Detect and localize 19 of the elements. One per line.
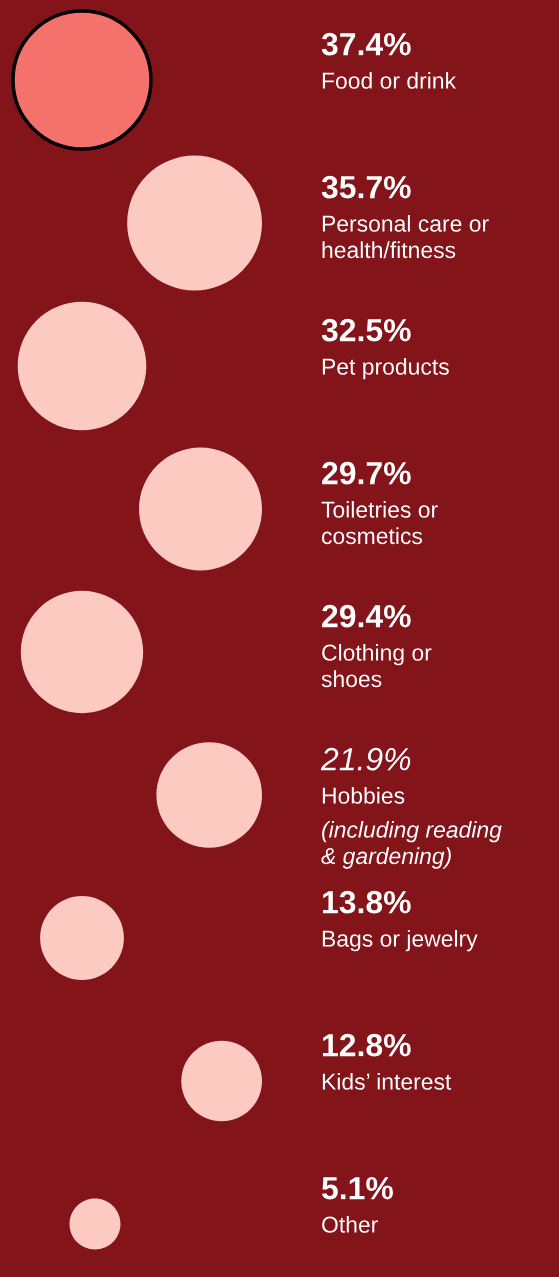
category-label: Hobbies: [322, 787, 405, 804]
data-label: 35.7%: [321, 175, 411, 199]
data-label: 12.8%: [323, 1033, 411, 1057]
data-label: 37.4%: [321, 32, 411, 56]
category-label: Pet products: [322, 358, 449, 380]
category-label: Bags or jewelry: [322, 930, 478, 952]
data-label: 21.9%: [320, 747, 411, 771]
text: (including reading & gardening): [321, 821, 502, 869]
category-label: Personal care or health/fitness: [322, 215, 489, 259]
category-label: Clothing or shoes: [321, 644, 432, 688]
category-label: Other: [322, 1216, 378, 1233]
data-label: 13.8%: [323, 890, 411, 914]
category-label: Toiletries or cosmetics: [321, 501, 438, 545]
data-label: 32.5%: [321, 318, 411, 342]
data-label: 29.4%: [322, 604, 411, 628]
data-label: 29.7%: [322, 461, 411, 485]
category-label: Kids’ interest: [322, 1073, 452, 1090]
category-label: Food or drink: [322, 72, 457, 89]
data-label: 5.1%: [321, 1176, 393, 1200]
